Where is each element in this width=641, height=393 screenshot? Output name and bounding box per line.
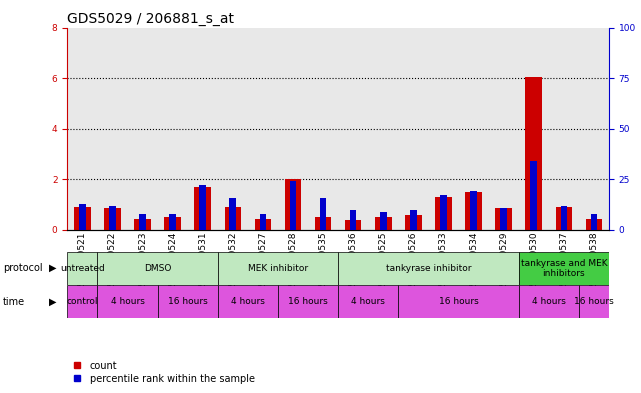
Bar	[410, 209, 417, 230]
Bar	[526, 77, 542, 230]
Bar	[368, 28, 398, 230]
Bar	[158, 28, 188, 230]
Bar	[315, 217, 331, 230]
Bar	[586, 219, 602, 230]
Bar	[285, 179, 301, 230]
Bar	[465, 192, 482, 230]
Bar	[590, 214, 597, 230]
Text: 4 hours: 4 hours	[110, 297, 144, 306]
Bar	[67, 285, 97, 318]
Bar	[188, 28, 218, 230]
Bar	[405, 215, 422, 230]
Bar	[549, 28, 579, 230]
Text: 16 hours: 16 hours	[168, 297, 208, 306]
Text: 16 hours: 16 hours	[438, 297, 478, 306]
Legend: count, percentile rank within the sample: count, percentile rank within the sample	[72, 361, 254, 384]
Bar	[67, 252, 97, 285]
Bar	[290, 181, 296, 230]
Text: 4 hours: 4 hours	[231, 297, 265, 306]
Bar	[128, 28, 158, 230]
Bar	[338, 28, 368, 230]
Text: protocol: protocol	[3, 263, 43, 273]
Text: DMSO: DMSO	[144, 264, 171, 273]
Bar	[470, 191, 477, 230]
Bar	[488, 28, 519, 230]
Bar	[134, 219, 151, 230]
Bar	[278, 28, 308, 230]
Text: ▶: ▶	[49, 297, 56, 307]
Text: MEK inhibitor: MEK inhibitor	[248, 264, 308, 273]
Bar	[74, 207, 90, 230]
Bar	[501, 208, 507, 230]
Bar	[495, 208, 512, 230]
Bar	[560, 206, 567, 230]
Bar	[218, 28, 248, 230]
Bar	[579, 28, 609, 230]
Bar	[194, 187, 211, 230]
Bar	[398, 28, 428, 230]
Bar	[320, 198, 326, 230]
Bar	[519, 252, 609, 285]
Bar	[519, 285, 579, 318]
Text: control: control	[67, 297, 98, 306]
Bar	[338, 285, 398, 318]
Text: ▶: ▶	[49, 263, 56, 273]
Text: time: time	[3, 297, 26, 307]
Text: tankyrase inhibitor: tankyrase inhibitor	[386, 264, 471, 273]
Bar	[158, 285, 218, 318]
Bar	[458, 28, 488, 230]
Text: 16 hours: 16 hours	[574, 297, 614, 306]
Bar	[97, 252, 218, 285]
Text: 16 hours: 16 hours	[288, 297, 328, 306]
Bar	[97, 285, 158, 318]
Bar	[224, 207, 241, 230]
Bar	[338, 252, 519, 285]
Bar	[97, 28, 128, 230]
Bar	[199, 185, 206, 230]
Bar	[248, 28, 278, 230]
Bar	[519, 28, 549, 230]
Bar	[218, 285, 278, 318]
Bar	[164, 217, 181, 230]
Bar	[109, 206, 116, 230]
Bar	[104, 208, 121, 230]
Bar	[440, 195, 447, 230]
Bar	[218, 252, 338, 285]
Text: tankyrase and MEK
inhibitors: tankyrase and MEK inhibitors	[520, 259, 607, 278]
Bar	[169, 214, 176, 230]
Bar	[556, 207, 572, 230]
Text: GDS5029 / 206881_s_at: GDS5029 / 206881_s_at	[67, 13, 235, 26]
Text: untreated: untreated	[60, 264, 104, 273]
Bar	[79, 204, 86, 230]
Text: 4 hours: 4 hours	[351, 297, 385, 306]
Bar	[375, 217, 392, 230]
Bar	[398, 285, 519, 318]
Bar	[139, 214, 146, 230]
Bar	[380, 212, 387, 230]
Bar	[67, 28, 97, 230]
Bar	[308, 28, 338, 230]
Text: 4 hours: 4 hours	[532, 297, 566, 306]
Bar	[579, 285, 609, 318]
Bar	[260, 214, 266, 230]
Bar	[530, 161, 537, 230]
Bar	[345, 220, 362, 230]
Bar	[229, 198, 236, 230]
Bar	[350, 209, 356, 230]
Bar	[278, 285, 338, 318]
Bar	[254, 219, 271, 230]
Bar	[435, 197, 452, 230]
Bar	[428, 28, 458, 230]
